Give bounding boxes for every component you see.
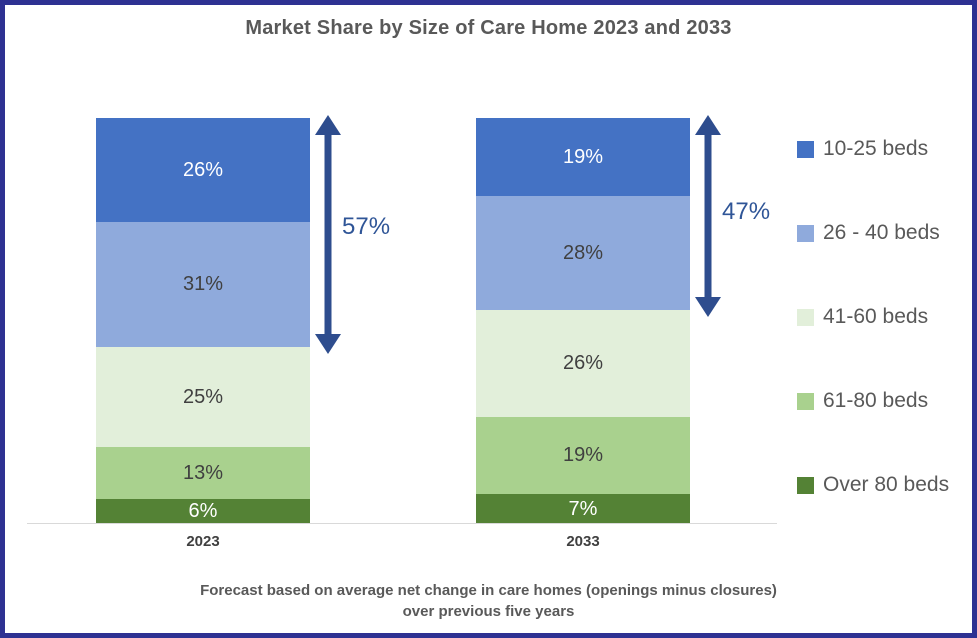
- footnote-line-1: Forecast based on average net change in …: [200, 581, 777, 599]
- legend-item-26-40beds: 26 - 40 beds: [797, 191, 972, 275]
- span-arrow-label-2033: 47%: [722, 198, 771, 225]
- data-label: 25%: [182, 385, 224, 408]
- legend-label: 10-25 beds: [823, 137, 929, 160]
- data-label: 26%: [182, 159, 224, 182]
- footnote: Forecast based on average net change in …: [5, 580, 972, 624]
- data-label: 26%: [562, 352, 604, 375]
- legend-swatch-icon: [797, 224, 814, 242]
- bar-segment-2023-10-25beds: 26%: [96, 118, 310, 223]
- stacked-bar-2023: 26% 31% 25% 13% 6%: [96, 118, 310, 523]
- legend-label: 61-80 beds: [823, 389, 929, 412]
- bar-segment-2023-41-60beds: 25%: [96, 346, 310, 447]
- bar-segment-2033-over80beds: 7%: [476, 494, 690, 523]
- data-label: 13%: [182, 461, 224, 484]
- bar-segment-2033-61-80beds: 19%: [476, 416, 690, 495]
- legend-item-41-60beds: 41-60 beds: [797, 275, 972, 359]
- legend-label: Over 80 beds: [823, 473, 950, 496]
- bar-segment-2023-26-40beds: 31%: [96, 222, 310, 347]
- data-label: 19%: [562, 145, 604, 168]
- span-arrow-label-2023: 57%: [342, 213, 391, 240]
- legend-swatch-icon: [797, 140, 814, 158]
- data-label: 19%: [562, 444, 604, 467]
- legend-swatch-icon: [797, 392, 814, 410]
- data-label: 31%: [182, 273, 224, 296]
- bar-segment-2033-41-60beds: 26%: [476, 310, 690, 417]
- footnote-line-2: over previous five years: [402, 603, 575, 621]
- category-label-2023: 2023: [186, 533, 220, 550]
- plot-area: 26% 31% 25% 13% 6% 19% 28% 26% 19% 7% 2023 2033 …: [5, 5, 785, 633]
- legend-swatch-icon: [797, 476, 814, 494]
- bar-segment-2023-61-80beds: 13%: [96, 446, 310, 499]
- bar-segment-2033-26-40beds: 28%: [476, 195, 690, 311]
- legend-label: 26 - 40 beds: [823, 221, 940, 244]
- span-arrow-2033: [695, 115, 721, 317]
- data-label: 28%: [562, 241, 604, 264]
- legend-label: 41-60 beds: [823, 305, 929, 328]
- legend-item-10-25beds: 10-25 beds: [797, 107, 972, 191]
- bar-segment-2023-over80beds: 6%: [96, 498, 310, 523]
- category-label-2033: 2033: [566, 533, 600, 550]
- legend-item-61-80beds: 61-80 beds: [797, 359, 972, 443]
- span-arrow-2023: [315, 115, 341, 354]
- data-label: 7%: [568, 497, 598, 520]
- bar-segment-2033-10-25beds: 19%: [476, 118, 690, 196]
- legend-item-over80beds: Over 80 beds: [797, 443, 972, 527]
- legend: 10-25 beds 26 - 40 beds 41-60 beds 61-80 be…: [797, 107, 972, 527]
- chart-title: Market Share by Size of Care Home 2023 a…: [245, 17, 732, 39]
- stacked-bar-2033: 19% 28% 26% 19% 7%: [476, 118, 690, 523]
- legend-swatch-icon: [797, 308, 814, 326]
- x-axis-line: [27, 523, 777, 524]
- data-label: 6%: [188, 499, 218, 522]
